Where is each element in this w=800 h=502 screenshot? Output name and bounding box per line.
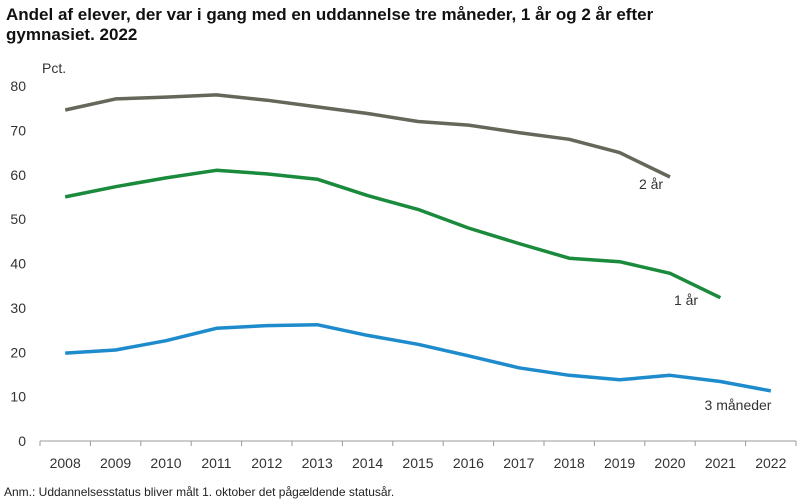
x-tick-label: 2013 bbox=[302, 455, 333, 471]
x-tick-label: 2011 bbox=[201, 455, 231, 471]
y-tick-label: 60 bbox=[10, 167, 26, 183]
x-tick-label: 2016 bbox=[453, 455, 484, 471]
x-tick-label: 2010 bbox=[150, 455, 181, 471]
y-tick-label: 20 bbox=[10, 344, 26, 360]
x-tick-label: 2012 bbox=[251, 455, 282, 471]
note: Anm.: Uddannelsesstatus bliver målt 1. o… bbox=[4, 485, 394, 499]
y-tick-label: 0 bbox=[18, 433, 26, 449]
x-tick-label: 2020 bbox=[654, 455, 685, 471]
x-tick-label: 2017 bbox=[503, 455, 534, 471]
series-line bbox=[64, 168, 722, 300]
y-tick-label: 70 bbox=[10, 122, 26, 138]
series-label: 3 måneder bbox=[705, 397, 772, 413]
x-tick-label: 2009 bbox=[100, 455, 131, 471]
x-tick-label: 2015 bbox=[402, 455, 433, 471]
y-tick-label: 10 bbox=[10, 389, 26, 405]
chart-title-line: Andel af elever, der var i gang med en u… bbox=[6, 5, 654, 24]
series-line bbox=[65, 322, 772, 393]
series-label: 2 år bbox=[639, 176, 663, 192]
x-tick-label: 2021 bbox=[705, 455, 736, 471]
y-tick-label: 30 bbox=[10, 300, 26, 316]
series-line bbox=[64, 93, 671, 179]
x-tick-label: 2022 bbox=[755, 455, 786, 471]
y-tick-label: 40 bbox=[10, 256, 26, 272]
chart-title-line: gymnasiet. 2022 bbox=[6, 25, 137, 44]
x-tick-label: 2019 bbox=[604, 455, 635, 471]
y-tick-label: 50 bbox=[10, 211, 26, 227]
x-tick-label: 2018 bbox=[554, 455, 585, 471]
x-tick-label: 2008 bbox=[50, 455, 81, 471]
y-axis-label: Pct. bbox=[42, 60, 66, 76]
series-label: 1 år bbox=[674, 292, 698, 308]
x-tick-label: 2014 bbox=[352, 455, 383, 471]
y-tick-label: 80 bbox=[10, 78, 26, 94]
